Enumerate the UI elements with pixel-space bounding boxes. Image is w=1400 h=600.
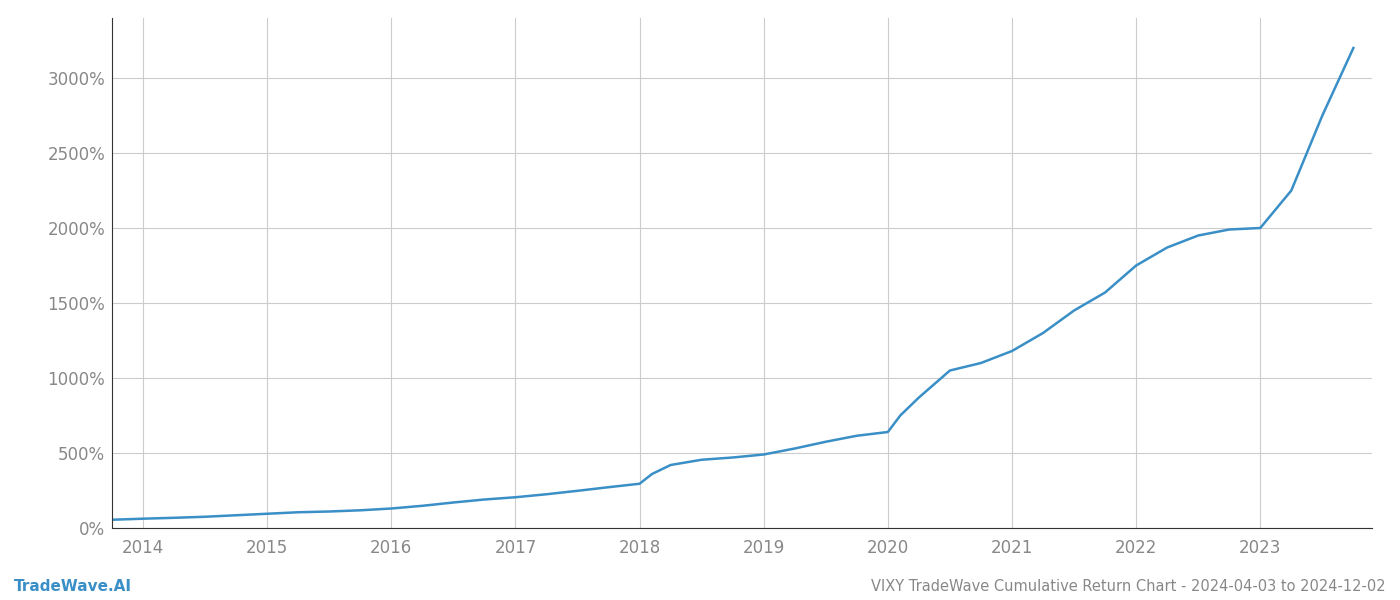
- Text: VIXY TradeWave Cumulative Return Chart - 2024-04-03 to 2024-12-02: VIXY TradeWave Cumulative Return Chart -…: [871, 579, 1386, 594]
- Text: TradeWave.AI: TradeWave.AI: [14, 579, 132, 594]
